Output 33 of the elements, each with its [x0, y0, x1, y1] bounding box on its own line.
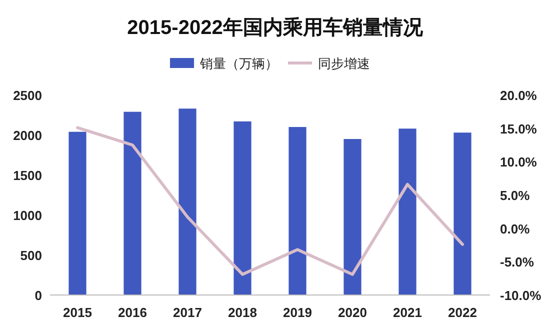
y-tick-label: 2000 [13, 128, 42, 143]
y2-tick-label: -5.0% [500, 254, 534, 270]
y-tick-label: 1500 [13, 168, 42, 183]
y-tick-label: 1000 [13, 208, 42, 223]
legend-label: 同步增速 [318, 56, 370, 71]
bar [124, 112, 142, 295]
x-tick-label: 2021 [393, 305, 422, 320]
bar [398, 128, 416, 295]
x-tick-label: 2020 [338, 305, 367, 320]
bar [288, 127, 306, 295]
y-tick-label: 500 [20, 248, 42, 263]
y2-tick-label: -10.0% [500, 288, 542, 303]
y2-tick-label: 20.0% [500, 88, 538, 103]
bar [234, 121, 252, 295]
bar [178, 108, 196, 295]
y2-tick-label: 15.0% [500, 121, 538, 136]
y2-tick-label: 0.0% [500, 221, 530, 236]
x-tick-label: 2016 [118, 305, 147, 320]
chart-title: 2015-2022年国内乘用车销量情况 [127, 16, 424, 39]
y-tick-label: 0 [34, 288, 42, 303]
x-tick-label: 2019 [283, 305, 312, 320]
y2-tick-label: 5.0% [500, 188, 530, 203]
bar [68, 132, 86, 295]
legend-label: 销量（万辆） [199, 56, 278, 71]
y-tick-label: 2500 [13, 88, 42, 103]
x-tick-label: 2017 [173, 305, 202, 320]
x-tick-label: 2018 [228, 305, 257, 320]
bar [344, 139, 362, 295]
line-series [76, 126, 464, 276]
y2-tick-label: 10.0% [500, 154, 538, 170]
bar [454, 132, 472, 295]
x-tick-label: 2022 [448, 305, 477, 320]
x-tick-label: 2015 [63, 305, 92, 320]
